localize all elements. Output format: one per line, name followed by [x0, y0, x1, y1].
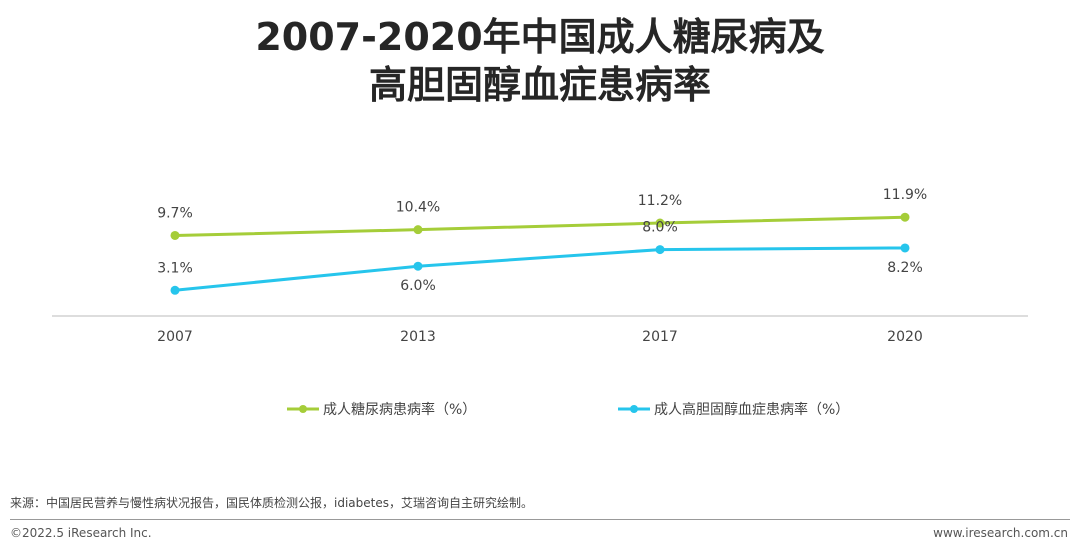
copyright: ©2022.5 iResearch Inc. [10, 526, 152, 540]
data-label: 8.0% [642, 220, 678, 236]
data-label: 11.9% [883, 187, 927, 203]
data-label: 8.2% [887, 260, 923, 276]
chart-title-line2: 高胆固醇血症患病率 [368, 63, 711, 107]
legend-label: 成人糖尿病患病率（%） [323, 401, 476, 418]
data-label: 11.2% [638, 193, 682, 209]
data-point [655, 245, 665, 255]
legend-label: 成人高胆固醇血症患病率（%） [654, 401, 849, 418]
data-point [900, 212, 910, 222]
footer-divider [10, 519, 1070, 520]
chart-title-line1: 2007-2020年中国成人糖尿病及 [255, 15, 825, 59]
data-point [413, 261, 423, 271]
data-point [170, 285, 180, 295]
data-point [170, 230, 180, 240]
data-point [413, 225, 423, 235]
x-tick-label: 2017 [642, 329, 678, 345]
data-point [900, 243, 910, 253]
data-label: 10.4% [396, 200, 440, 216]
x-tick-label: 2013 [400, 329, 436, 345]
data-point [655, 218, 665, 228]
legend-marker [630, 405, 638, 413]
data-label: 9.7% [157, 205, 193, 221]
series-line [174, 246, 906, 292]
series-line [174, 215, 906, 237]
data-label: 3.1% [157, 260, 193, 276]
website-link[interactable]: www.iresearch.com.cn [933, 526, 1068, 540]
legend-marker [299, 405, 307, 413]
line-chart: 2007 2013 2017 2020 9.7% 10.4% 11.2% 11.9% 3.1% 6… [52, 187, 1028, 418]
x-tick-label: 2020 [887, 329, 923, 345]
data-label: 6.0% [400, 278, 436, 294]
x-tick-label: 2007 [157, 329, 193, 345]
source-note: 来源：中国居民营养与慢性病状况报告，国民体质检测公报，idiabetes，艾瑞咨… [10, 496, 533, 510]
